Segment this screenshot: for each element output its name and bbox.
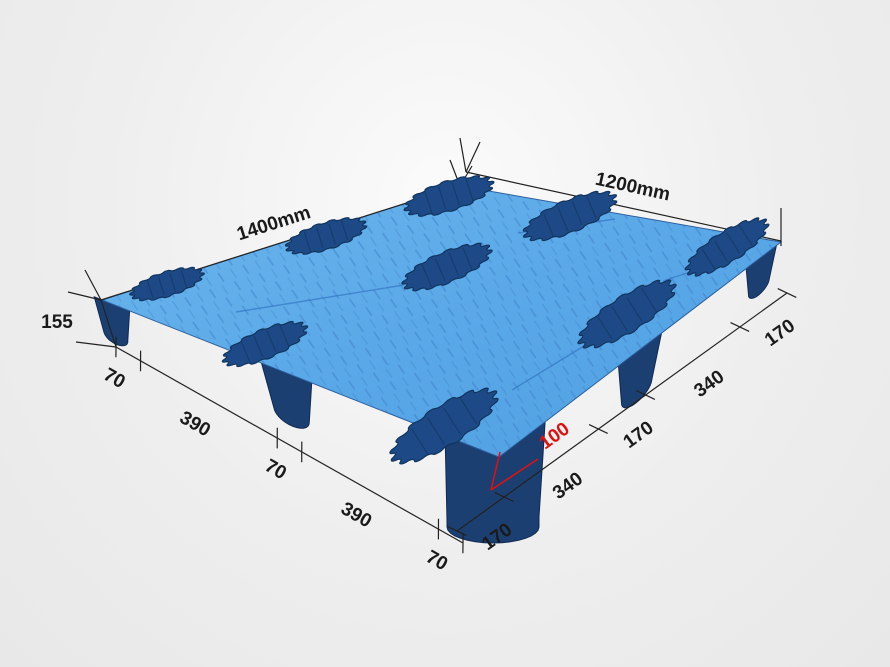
svg-text:340: 340 [549,468,587,504]
svg-text:70: 70 [261,455,290,484]
svg-text:390: 390 [337,498,375,532]
svg-text:70: 70 [100,364,129,393]
svg-text:340: 340 [690,366,728,402]
svg-text:70: 70 [422,547,451,576]
svg-text:390: 390 [176,407,214,441]
svg-text:155: 155 [41,312,73,333]
svg-text:170: 170 [761,315,799,351]
svg-text:170: 170 [620,417,658,453]
